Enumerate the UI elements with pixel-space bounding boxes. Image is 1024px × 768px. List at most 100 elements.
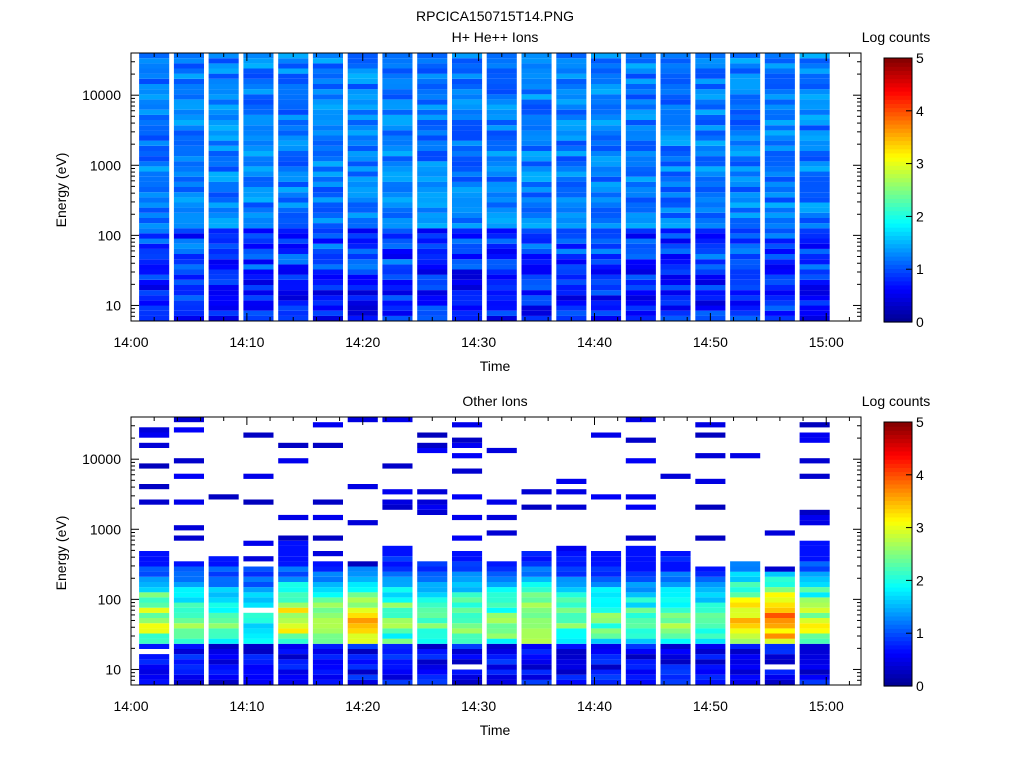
panel1-heatmap-cell (799, 305, 830, 311)
panel1-heatmap-cell (730, 83, 761, 90)
panel1-heatmap-cell (556, 295, 587, 301)
panel2-heatmap-cell (799, 648, 830, 655)
panel1-heatmap-cell (625, 228, 656, 234)
panel2-heatmap-cell (243, 571, 274, 577)
panel1-heatmap-cell (139, 228, 170, 234)
panel1-heatmap-cell (139, 114, 170, 120)
panel2-heatmap-cell (695, 669, 726, 675)
panel2-heatmap-cell (452, 659, 483, 665)
panel1-heatmap-cell (243, 63, 274, 69)
panel1-x-tick-label: 14:20 (345, 334, 380, 350)
panel1-heatmap-cell (730, 135, 761, 141)
panel2-heatmap-cell (382, 602, 413, 608)
panel1-heatmap-cell (417, 83, 448, 90)
panel1-colorbar-swatch (884, 148, 912, 154)
panel1-heatmap-cell (730, 207, 761, 213)
panel1-heatmap-cell (486, 78, 517, 84)
panel2-heatmap-cell (695, 592, 726, 598)
panel2-heatmap-cell (278, 576, 309, 582)
panel1-heatmap-cell (799, 238, 830, 244)
panel1-heatmap-cell (312, 63, 343, 69)
panel1-heatmap-cell (208, 238, 239, 244)
panel2-heatmap-cell (382, 638, 413, 644)
panel1-heatmap-cell (486, 187, 517, 193)
panel2-heatmap-cell (278, 618, 309, 624)
panel1-heatmap-cell (312, 238, 343, 244)
panel1-heatmap-cell (347, 120, 378, 126)
panel1-colorbar-label: Log counts (862, 29, 931, 45)
panel2-heatmap-cell (417, 489, 448, 495)
panel2-heatmap-cell (764, 633, 795, 639)
panel2-heatmap-cell (208, 571, 239, 577)
panel1-heatmap-cell (730, 187, 761, 193)
panel2-heatmap-cell (799, 674, 830, 680)
panel1-heatmap-cell (417, 207, 448, 213)
panel1-heatmap-cell (278, 145, 309, 151)
panel1-heatmap-cell (173, 197, 204, 203)
panel1-heatmap-cell (764, 166, 795, 172)
panel2-heatmap-cell (312, 679, 343, 685)
panel2-heatmap-cell (173, 648, 204, 655)
panel1-colorbar-swatch (884, 58, 912, 63)
panel1-heatmap-cell (278, 259, 309, 265)
panel2-x-axis: 14:00 14:10 14:20 14:30 14:40 14:50 15:00 (113, 417, 850, 714)
panel1-heatmap-cell (417, 295, 448, 301)
panel1-heatmap-cell (730, 120, 761, 126)
panel1-heatmap-cell (764, 120, 795, 126)
panel2-colorbar-tick-label: 5 (916, 414, 924, 430)
panel2-heatmap-cell (695, 628, 726, 634)
panel2-heatmap-cell (660, 571, 691, 577)
panel1-colorbar-tick-label: 3 (916, 156, 924, 172)
panel1-heatmap-cell (347, 187, 378, 193)
panel1-heatmap-cell (730, 274, 761, 280)
panel2-heatmap-cell (173, 571, 204, 577)
panel1-heatmap-cell (417, 243, 448, 249)
panel1-heatmap-cell (347, 89, 378, 95)
panel1-heatmap-cell (173, 176, 204, 182)
panel1-heatmap-cell (243, 187, 274, 193)
panel2-heatmap-cell (347, 520, 378, 526)
panel1-heatmap-cell (521, 140, 552, 146)
panel1-heatmap-cell (452, 130, 483, 136)
panel1-heatmap-cell (382, 63, 413, 69)
panel2-x-axis-label: Time (480, 722, 511, 738)
panel1-heatmap-cell (208, 233, 239, 239)
panel1-heatmap-cell (382, 228, 413, 234)
panel1-heatmap-cell (764, 192, 795, 198)
panel1-heatmap-cell (452, 274, 483, 280)
panel2-heatmap-cell (417, 659, 448, 665)
panel1-heatmap-cell (208, 166, 239, 172)
panel1-heatmap-cell (382, 269, 413, 275)
panel2-colorbar-swatch (884, 636, 912, 642)
panel1-heatmap-cell (312, 99, 343, 105)
panel2-heatmap-cell (556, 504, 587, 510)
panel1-heatmap-cell (243, 53, 274, 59)
panel1-heatmap-cell (452, 78, 483, 84)
panel1-colorbar-swatch (884, 70, 912, 76)
panel2-heatmap-cell (312, 643, 343, 649)
panel2-colorbar-swatch (884, 558, 912, 563)
panel1-heatmap-cell (625, 58, 656, 64)
panel2-heatmap-cell (521, 597, 552, 603)
panel1-heatmap-cell (486, 217, 517, 224)
panel1-heatmap-cell (173, 310, 204, 316)
panel2-heatmap-cell (695, 638, 726, 644)
panel1-heatmap-cell (208, 161, 239, 167)
panel2-colorbar-swatch (884, 455, 912, 460)
panel2-heatmap-cell (452, 638, 483, 644)
panel1-heatmap-cell (799, 212, 830, 218)
panel1-heatmap-cell (521, 259, 552, 265)
panel1-heatmap-cell (730, 161, 761, 167)
panel2-heatmap-cell (173, 674, 204, 680)
panel1-heatmap-cell (521, 212, 552, 218)
panel2-heatmap-cell (347, 597, 378, 603)
panel2-colorbar-swatch (884, 422, 912, 427)
panel1-heatmap-cell (730, 140, 761, 146)
panel1-heatmap-cell (730, 63, 761, 69)
panel1-heatmap-cell (486, 109, 517, 115)
panel1-heatmap-cell (730, 150, 761, 157)
panel1-heatmap-cell (521, 104, 552, 110)
panel1-heatmap-cell (730, 315, 761, 321)
panel2-y-tick-label: 10000 (82, 451, 121, 467)
panel2-heatmap-cell (208, 612, 239, 618)
